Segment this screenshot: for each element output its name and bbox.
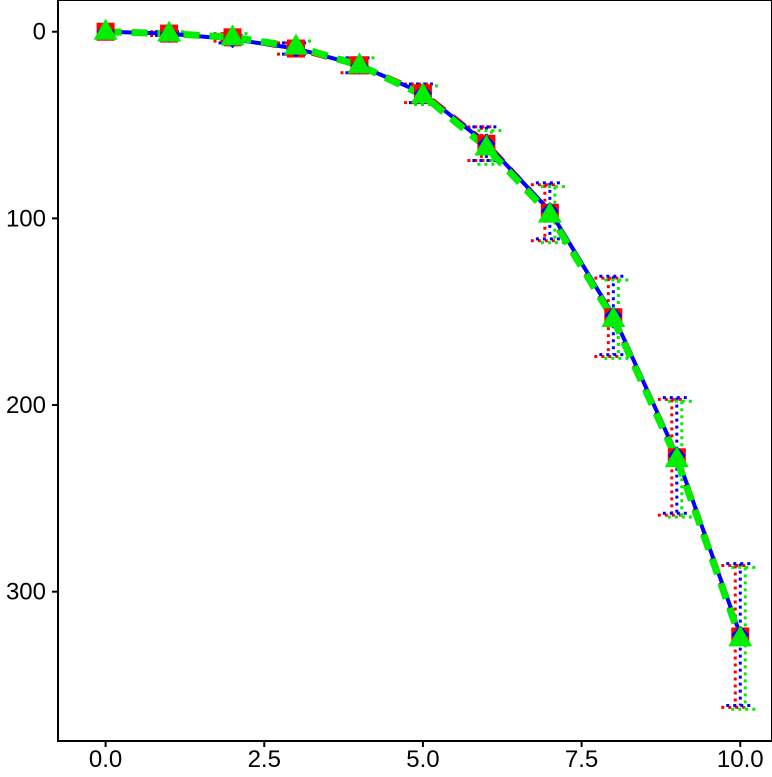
y-tick-label: 100	[6, 205, 46, 232]
data-point-triangle	[664, 446, 689, 468]
data-point-triangle	[537, 201, 562, 223]
plot-frame	[57, 0, 772, 742]
series-markers	[93, 18, 753, 647]
data-point-triangle	[601, 306, 626, 328]
y-tick-label: 0	[33, 19, 46, 46]
data-point-triangle	[474, 134, 499, 156]
data-point-triangle	[410, 82, 435, 104]
y-axis: 0 100 200 300	[6, 19, 58, 606]
data-point-triangle	[284, 33, 308, 55]
x-axis: 0.0 2.5 5.0 7.5 10.0	[89, 741, 764, 773]
plot-background	[58, 0, 772, 741]
data-point-triangle	[93, 18, 118, 40]
data-point-triangle	[347, 52, 372, 74]
x-tick-label: 10.0	[717, 746, 764, 772]
data-point-triangle	[220, 24, 245, 46]
x-tick-label: 7.5	[565, 746, 598, 772]
y-tick-label: 200	[6, 392, 46, 419]
y-tick-label: 300	[6, 579, 46, 606]
x-tick-label: 0.0	[89, 746, 122, 772]
data-point-triangle	[728, 625, 753, 647]
data-point-triangle	[157, 20, 182, 42]
x-tick-label: 2.5	[248, 746, 281, 772]
x-tick-label: 5.0	[406, 746, 439, 772]
